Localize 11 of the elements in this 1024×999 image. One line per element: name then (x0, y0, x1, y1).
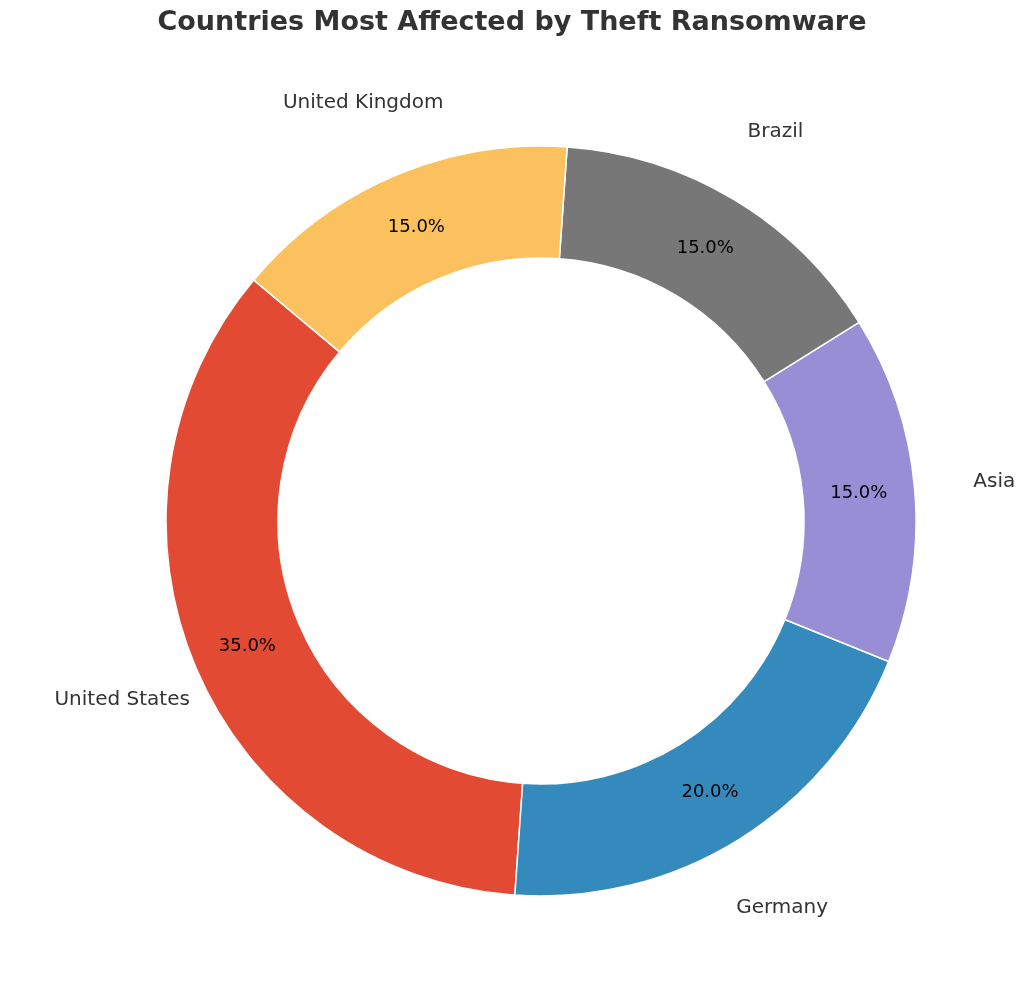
data-label: 15.0% (676, 235, 734, 257)
slice-label: Germany (736, 893, 829, 918)
data-label: 35.0% (218, 633, 276, 655)
data-label: 15.0% (387, 215, 445, 237)
slice-label: Asia (973, 468, 1016, 493)
data-label: 20.0% (681, 779, 739, 801)
data-label: 15.0% (830, 481, 888, 503)
slice-label: United States (54, 685, 190, 710)
slice-label: United Kingdom (282, 89, 444, 114)
chart-title: Countries Most Affected by Theft Ransomware (157, 5, 867, 36)
slice-label: Brazil (747, 117, 804, 142)
